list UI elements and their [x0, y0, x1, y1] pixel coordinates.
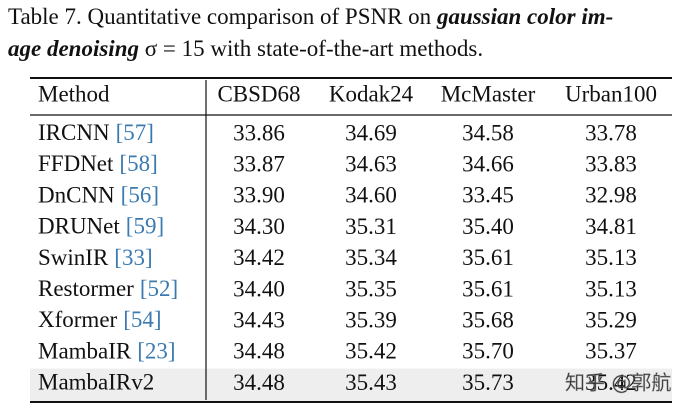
value-cell: 35.42 [585, 370, 637, 395]
value-cell: 35.39 [345, 307, 397, 332]
value-cell: 34.40 [233, 276, 285, 301]
value-cell: 35.34 [345, 245, 397, 270]
value-cell: 33.86 [233, 120, 285, 145]
citation: [56] [121, 183, 159, 208]
value-cell: 33.83 [585, 151, 637, 176]
caption-line: age denoising σ = 15 with state-of-the-a… [8, 36, 483, 61]
value-cell: 35.43 [345, 370, 397, 395]
citation: [57] [116, 120, 154, 145]
value-cell: 35.61 [462, 245, 514, 270]
value-cell: 33.78 [585, 120, 637, 145]
value-cell: 34.58 [462, 120, 514, 145]
column-header: Kodak24 [329, 81, 414, 106]
method-name: IRCNN [38, 120, 110, 145]
value-cell: 35.31 [345, 214, 397, 239]
watermark: 知乎 @郭航 [565, 371, 671, 395]
value-cell: 34.66 [462, 151, 514, 176]
method-name: MambaIRv2 [38, 370, 154, 395]
value-cell: 34.48 [233, 339, 285, 364]
caption-text: Table 7. Quantitative comparison of PSNR… [8, 4, 437, 29]
value-cell: 35.37 [585, 339, 637, 364]
method-name: FFDNet [38, 151, 114, 176]
citation: [54] [123, 307, 161, 332]
value-cell: 35.29 [585, 307, 637, 332]
method-name: Restormer [38, 276, 134, 301]
value-cell: 33.45 [462, 183, 514, 208]
value-cell: 34.43 [233, 307, 285, 332]
method-cell: DnCNN [56] [38, 183, 159, 208]
citation: [58] [119, 151, 157, 176]
method-name: Xformer [38, 307, 118, 332]
value-cell: 35.61 [462, 276, 514, 301]
method-cell: SwinIR [33] [38, 245, 153, 270]
method-cell: Xformer [54] [38, 307, 162, 332]
row-highlight [30, 368, 672, 402]
value-cell: 34.81 [585, 214, 637, 239]
method-cell: IRCNN [57] [38, 120, 154, 145]
table-body: IRCNN [57] 33.86 34.69 34.58 33.78 FFDNet [58] 3… [30, 120, 672, 402]
value-cell: 33.90 [233, 183, 285, 208]
method-cell: DRUNet [59] [38, 214, 164, 239]
method-name: DnCNN [38, 183, 115, 208]
column-header: Method [38, 81, 110, 106]
method-cell: MambaIRv2 [38, 370, 154, 395]
caption-text: σ = 15 with state-of-the-art methods. [139, 36, 483, 61]
method-cell: FFDNet [58] [38, 151, 158, 176]
citation: [23] [137, 339, 175, 364]
value-cell: 34.48 [233, 370, 285, 395]
method-cell: Restormer [52] [38, 276, 178, 301]
citation: [59] [126, 214, 164, 239]
value-cell: 33.87 [233, 151, 285, 176]
value-cell: 35.42 [345, 339, 397, 364]
method-cell: MambaIR [23] [38, 339, 176, 364]
value-cell: 35.35 [345, 276, 397, 301]
caption-line: Table 7. Quantitative comparison of PSNR… [8, 4, 613, 29]
value-cell: 35.13 [585, 245, 637, 270]
column-header: Urban100 [565, 81, 657, 106]
caption-text: gaussian color im- [436, 4, 613, 29]
value-cell: 34.69 [345, 120, 397, 145]
citation: [33] [114, 245, 152, 270]
value-cell: 35.68 [462, 307, 514, 332]
caption-text: age denoising [8, 36, 139, 61]
value-cell: 34.42 [233, 245, 285, 270]
value-cell: 35.70 [462, 339, 514, 364]
value-cell: 34.30 [233, 214, 285, 239]
value-cell: 34.60 [345, 183, 397, 208]
method-name: DRUNet [38, 214, 120, 239]
column-header: CBSD68 [217, 81, 300, 106]
column-header: McMaster [441, 81, 536, 106]
value-cell: 35.73 [462, 370, 514, 395]
method-name: MambaIR [38, 339, 132, 364]
value-cell: 35.40 [462, 214, 514, 239]
value-cell: 35.13 [585, 276, 637, 301]
method-name: SwinIR [38, 245, 109, 270]
citation: [52] [140, 276, 178, 301]
value-cell: 34.63 [345, 151, 397, 176]
value-cell: 32.98 [585, 183, 637, 208]
